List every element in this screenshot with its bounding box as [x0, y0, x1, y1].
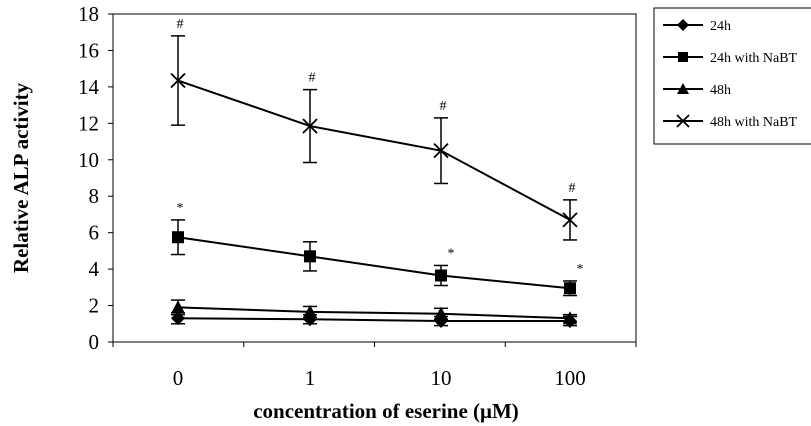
series-line — [177, 236, 571, 290]
data-point — [435, 269, 447, 282]
series-line — [177, 79, 571, 221]
data-point — [562, 212, 578, 228]
x-tick-label: 0 — [173, 366, 184, 390]
y-tick-label: 2 — [89, 294, 100, 318]
legend-marker — [677, 19, 689, 31]
legend: 24h 24h with NaBT 48h 48h with NaBT — [653, 7, 811, 145]
x-tick-label: 1 — [305, 366, 316, 390]
significance-marker: * — [448, 246, 455, 261]
y-tick-label: 0 — [89, 330, 100, 354]
legend-label: 48h with NaBT — [710, 115, 798, 130]
legend-marker — [677, 83, 689, 94]
series-line — [177, 306, 571, 320]
data-point — [172, 231, 184, 244]
data-point — [171, 300, 185, 314]
legend-label: 48h — [710, 83, 731, 98]
y-tick-label: 10 — [78, 148, 99, 172]
y-tick-label: 6 — [89, 221, 100, 245]
plot-frame — [112, 13, 637, 343]
x-axis-ticks: 0 1 10 100 — [112, 342, 637, 390]
x-axis-title: concentration of eserine (μM) — [253, 399, 519, 423]
data-point — [303, 304, 317, 318]
y-axis-title: Relative ALP activity — [9, 82, 33, 273]
data-point — [564, 282, 576, 295]
x-tick-label: 10 — [431, 366, 452, 390]
significance-marker: * — [577, 262, 584, 277]
data-point — [563, 311, 577, 325]
legend-marker — [676, 114, 690, 128]
legend-label: 24h — [710, 19, 731, 34]
data-point — [302, 118, 318, 134]
y-tick-label: 8 — [89, 184, 100, 208]
series-48h — [171, 299, 577, 325]
plot-area-border — [112, 13, 637, 343]
significance-marker: # — [177, 17, 184, 32]
legend-marker — [678, 52, 688, 62]
y-tick-label: 14 — [78, 75, 100, 99]
y-axis-ticks: 0 2 4 6 8 10 12 14 16 18 — [78, 2, 113, 354]
significance-marker: # — [569, 181, 576, 196]
significance-marker: # — [440, 99, 447, 114]
y-tick-label: 18 — [78, 2, 99, 26]
legend-label: 24h with NaBT — [710, 51, 798, 66]
series-line — [177, 317, 570, 323]
significance-marker: # — [309, 71, 316, 86]
data-point — [433, 143, 449, 159]
series-layer: * * * # # # # — [170, 17, 584, 329]
data-point — [170, 72, 186, 89]
y-tick-label: 16 — [78, 38, 99, 62]
y-tick-label: 12 — [78, 111, 99, 135]
data-point — [304, 250, 316, 263]
series-24h-with-nabt: * * * — [171, 201, 584, 297]
y-tick-label: 4 — [89, 257, 100, 281]
significance-marker: * — [177, 201, 184, 216]
series-48h-with-nabt: # # # # — [170, 17, 578, 241]
data-point — [434, 306, 448, 320]
x-tick-label: 100 — [554, 366, 586, 390]
